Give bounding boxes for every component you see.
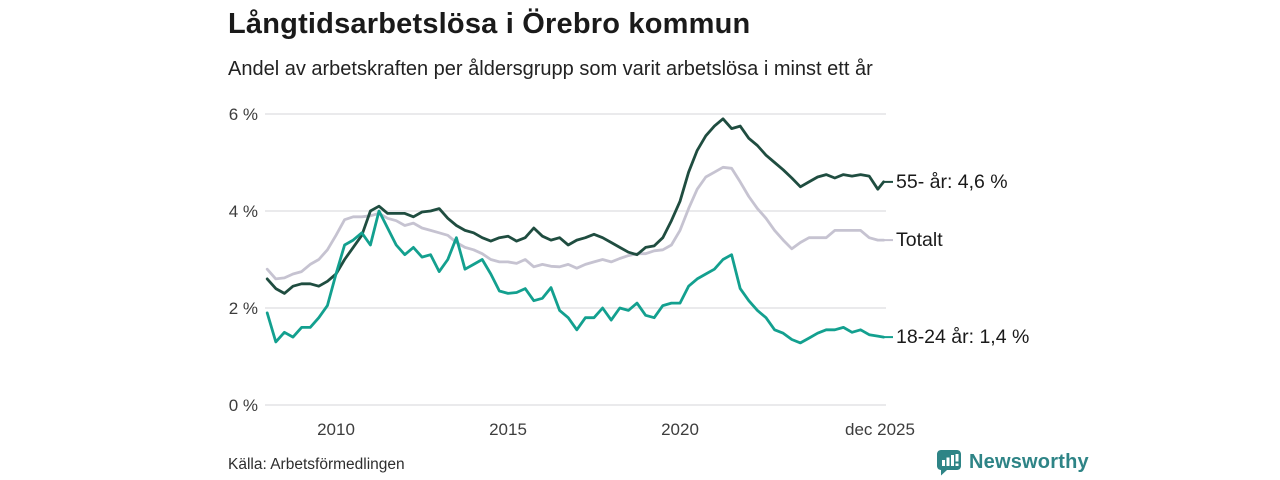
y-axis-tick-0: 0 % [228,396,258,415]
x-axis-tick-2015: 2015 [489,420,527,439]
series-label-totalt: Totalt [896,229,943,252]
series-line-55-r [265,117,885,295]
series-line-Totalt [265,165,885,281]
x-axis-tick-2020: 2020 [661,420,699,439]
series-label-55-plus: 55- år: 4,6 % [896,170,1008,193]
newsworthy-logo-text: Newsworthy [969,451,1089,473]
page-subtitle: Andel av arbetskraften per åldersgrupp s… [228,58,873,80]
x-axis-tick-2010: 2010 [317,420,355,439]
y-axis-tick-4: 4 % [228,202,258,221]
page-title: Långtidsarbetslösa i Örebro kommun [228,8,751,40]
y-axis-tick-6: 6 % [228,105,258,124]
y-axis-tick-2: 2 % [228,299,258,318]
newsworthy-brand: Newsworthy [936,449,1089,476]
series-label-18-24: 18-24 år: 1,4 % [896,326,1030,349]
x-axis-tick-dec-2025: dec 2025 [845,420,915,439]
source-note: Källa: Arbetsförmedlingen [228,456,405,473]
newsworthy-logo-icon [937,450,961,476]
series-line-18-24-r [265,209,885,345]
